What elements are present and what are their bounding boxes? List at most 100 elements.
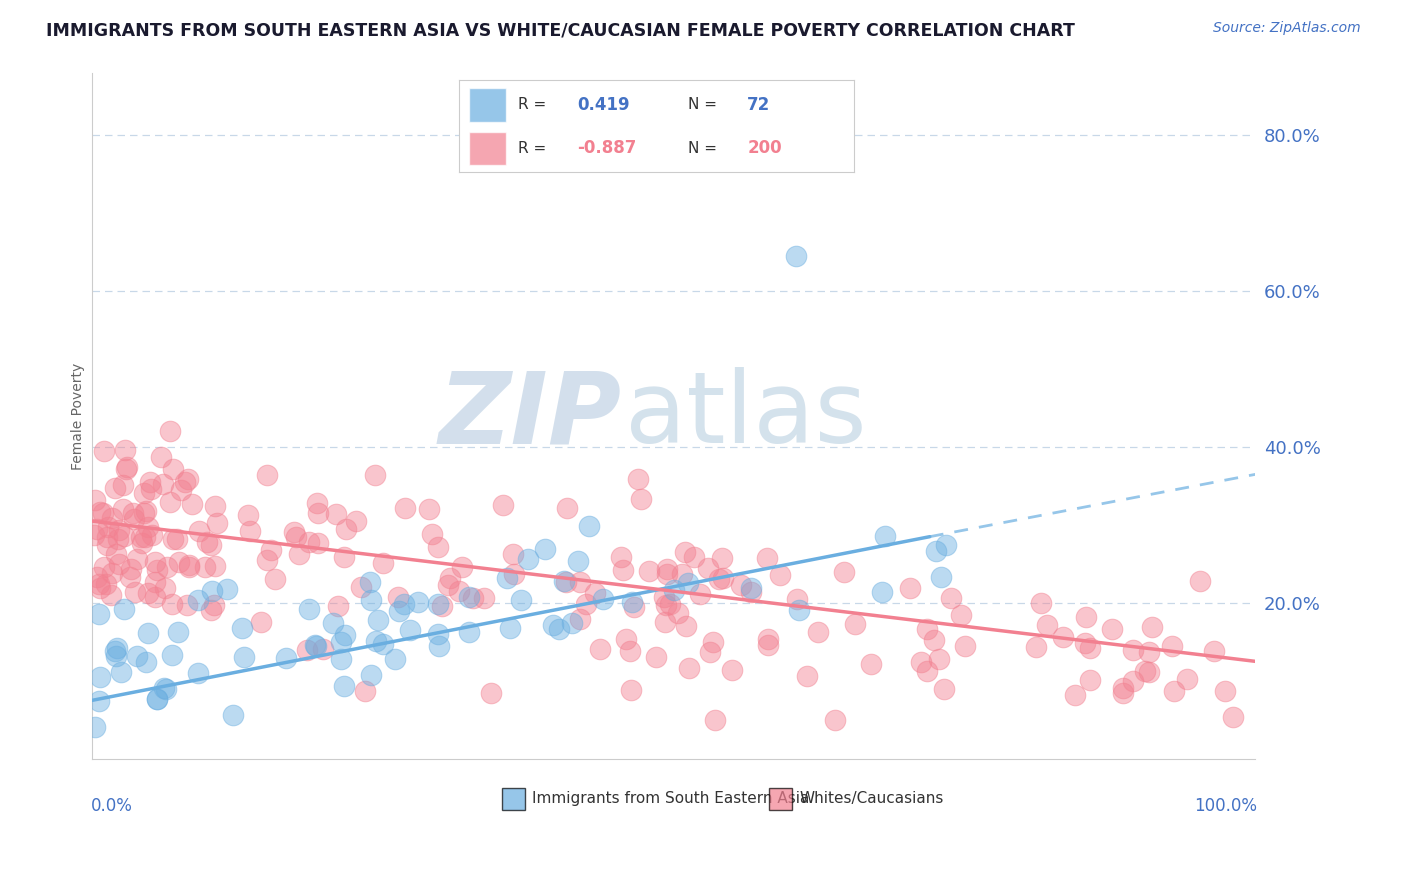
Point bbox=[678, 576, 700, 591]
Point bbox=[1029, 597, 1052, 611]
Point bbox=[371, 557, 394, 571]
Point bbox=[312, 641, 335, 656]
Point bbox=[322, 616, 344, 631]
Point bbox=[215, 582, 238, 596]
Point bbox=[112, 601, 135, 615]
Point bbox=[160, 597, 183, 611]
Point bbox=[1137, 665, 1160, 679]
Point bbox=[1137, 645, 1160, 659]
Point bbox=[364, 468, 387, 483]
Point bbox=[807, 625, 830, 640]
Point bbox=[499, 621, 522, 635]
Point bbox=[678, 661, 700, 675]
Point bbox=[621, 595, 644, 609]
Point bbox=[768, 568, 790, 582]
Point bbox=[107, 533, 129, 547]
Point bbox=[249, 615, 271, 629]
Point bbox=[112, 501, 135, 516]
Point bbox=[104, 481, 127, 495]
Point bbox=[1074, 610, 1097, 624]
Point bbox=[644, 650, 666, 665]
Point bbox=[89, 694, 111, 708]
Point bbox=[623, 599, 645, 614]
Point bbox=[553, 574, 575, 588]
Point bbox=[1189, 574, 1212, 588]
Point bbox=[204, 559, 226, 574]
Point bbox=[162, 648, 184, 662]
Point bbox=[179, 558, 201, 572]
Point bbox=[159, 495, 181, 509]
Point bbox=[659, 597, 682, 611]
Point bbox=[256, 467, 278, 482]
Point bbox=[170, 483, 193, 497]
Point bbox=[131, 536, 153, 550]
Point bbox=[201, 584, 224, 599]
Point bbox=[875, 529, 897, 543]
Point bbox=[360, 593, 382, 607]
Point bbox=[1121, 642, 1143, 657]
Point bbox=[720, 663, 742, 677]
Point bbox=[1213, 684, 1236, 698]
Point bbox=[145, 563, 167, 577]
Point bbox=[420, 527, 443, 541]
Point bbox=[112, 529, 135, 543]
Point bbox=[925, 544, 948, 558]
Point bbox=[197, 534, 219, 549]
Point bbox=[516, 552, 538, 566]
Point bbox=[367, 613, 389, 627]
Point bbox=[194, 559, 217, 574]
Point bbox=[1142, 620, 1164, 634]
Point bbox=[503, 567, 526, 582]
Point bbox=[330, 635, 353, 649]
Point bbox=[394, 500, 416, 515]
Point bbox=[541, 617, 564, 632]
Point bbox=[575, 597, 598, 611]
Point bbox=[132, 486, 155, 500]
Point bbox=[755, 550, 778, 565]
Point bbox=[134, 530, 156, 544]
Point bbox=[699, 645, 721, 659]
Point bbox=[146, 692, 169, 706]
Text: atlas: atlas bbox=[626, 368, 866, 465]
Text: Whites/Caucasians: Whites/Caucasians bbox=[800, 791, 943, 806]
Point bbox=[583, 586, 606, 600]
Point bbox=[450, 560, 472, 574]
Point bbox=[436, 578, 458, 592]
Point bbox=[786, 591, 808, 606]
Point bbox=[174, 475, 197, 489]
Point bbox=[619, 644, 641, 658]
Point bbox=[159, 425, 181, 439]
Point bbox=[931, 569, 953, 583]
Point bbox=[666, 606, 689, 620]
Point bbox=[1112, 686, 1135, 700]
Point bbox=[155, 681, 177, 696]
Point bbox=[136, 519, 159, 533]
Point bbox=[479, 686, 502, 700]
Point bbox=[105, 640, 128, 655]
Point bbox=[222, 708, 245, 723]
Point bbox=[89, 670, 111, 684]
Point bbox=[176, 472, 198, 486]
Point bbox=[1078, 641, 1101, 656]
Point bbox=[1112, 681, 1135, 696]
Point bbox=[1163, 683, 1185, 698]
Point bbox=[860, 657, 883, 671]
Point bbox=[307, 536, 329, 550]
Point bbox=[472, 591, 495, 605]
Point bbox=[569, 612, 592, 626]
Point bbox=[427, 639, 450, 653]
Point bbox=[335, 522, 357, 536]
Point bbox=[143, 575, 166, 590]
Point bbox=[232, 649, 254, 664]
Point bbox=[93, 560, 115, 574]
Point bbox=[120, 562, 142, 576]
Point bbox=[458, 591, 481, 605]
Point bbox=[298, 601, 321, 615]
Point bbox=[166, 625, 188, 640]
Point bbox=[689, 587, 711, 601]
Point bbox=[638, 564, 661, 578]
Point bbox=[107, 523, 129, 537]
Point bbox=[567, 554, 589, 568]
Point bbox=[122, 506, 145, 520]
Point bbox=[387, 604, 409, 618]
